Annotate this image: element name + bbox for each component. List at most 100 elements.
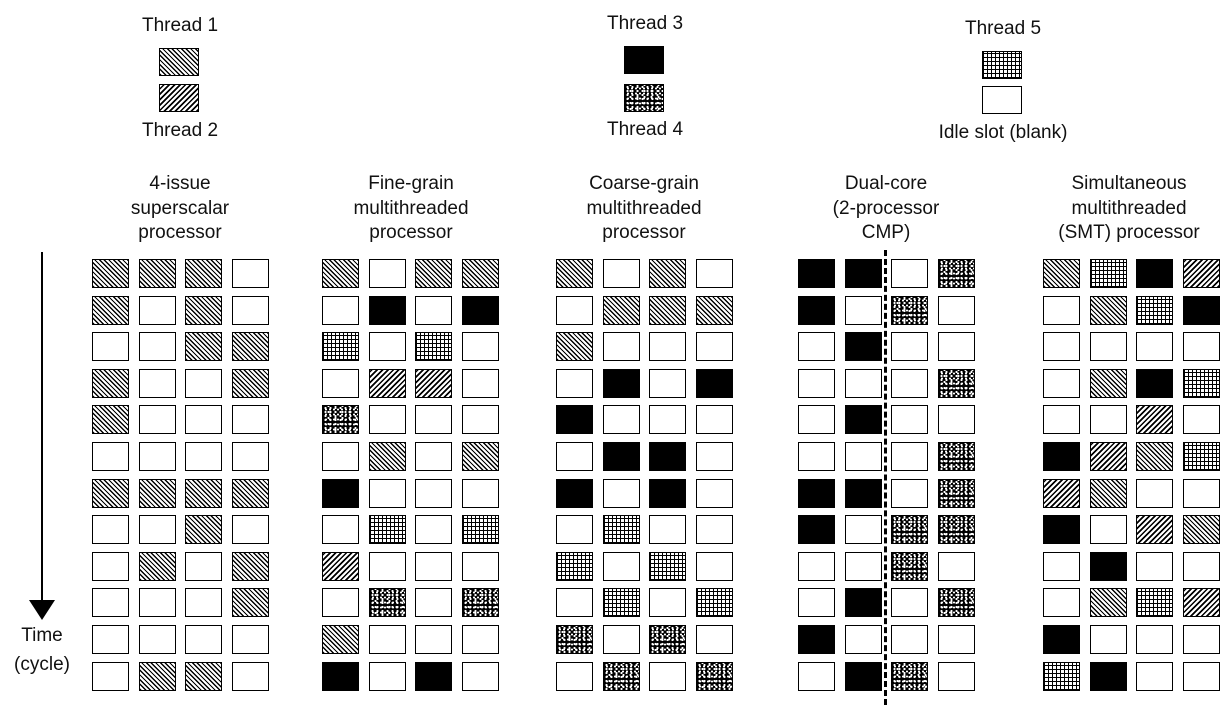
coarse-grain-slot-cycle2-slot1 xyxy=(556,295,593,325)
coarse-grain-slot-cycle4-slot4 xyxy=(695,368,733,398)
fine-grain-slot-cycle2-slot4 xyxy=(461,295,499,325)
superscalar-slot-cycle6-slot2 xyxy=(138,442,176,471)
dual-core-slot-cycle10-slot4 xyxy=(937,588,975,618)
coarse-grain-slot-cycle7-slot4 xyxy=(695,478,733,508)
fine-grain-slot-cycle2-slot2 xyxy=(368,295,406,325)
smt-slot-cycle3-slot4 xyxy=(1182,332,1220,362)
coarse-grain-slot-cycle5-slot3 xyxy=(649,405,686,435)
smt-slot-cycle3-slot1 xyxy=(1043,332,1080,362)
coarse-grain-slot-cycle8-slot2 xyxy=(602,515,640,545)
dual-core-slot-cycle3-slot1 xyxy=(798,332,835,362)
dual-core-slot-cycle7-slot4 xyxy=(937,478,975,508)
superscalar-slot-cycle10-slot3 xyxy=(185,588,222,618)
legend-thread2-label: Thread 2 xyxy=(141,120,219,141)
dual-core-slot-cycle9-slot3 xyxy=(891,551,928,581)
coarse-grain-slot-cycle6-slot4 xyxy=(695,442,733,471)
smt-slot-cycle8-slot1 xyxy=(1043,515,1080,545)
dual-core-slot-cycle6-slot4 xyxy=(937,442,975,471)
superscalar-slot-cycle2-slot4 xyxy=(231,295,269,325)
dual-core-slot-cycle6-slot1 xyxy=(798,442,835,471)
dual-core-slot-cycle2-slot3 xyxy=(891,295,928,325)
fine-grain-slot-cycle1-slot3 xyxy=(415,259,452,288)
fine-grain-slot-cycle1-slot1 xyxy=(322,259,359,288)
dual-core-slot-cycle8-slot2 xyxy=(844,515,882,545)
fine-grain-slot-cycle5-slot2 xyxy=(368,405,406,435)
superscalar-slot-cycle3-slot3 xyxy=(185,332,222,362)
superscalar-slot-cycle8-slot3 xyxy=(185,515,222,545)
fine-grain-slot-cycle7-slot3 xyxy=(415,478,452,508)
smt-slot-cycle3-slot2 xyxy=(1089,332,1127,362)
coarse-grain-slot-cycle6-slot3 xyxy=(649,442,686,471)
superscalar-slot-cycle12-slot3 xyxy=(185,661,222,691)
dual-core-slot-cycle6-slot3 xyxy=(891,442,928,471)
smt-slot-cycle12-slot1 xyxy=(1043,661,1080,691)
coarse-grain-slot-cycle12-slot2 xyxy=(602,661,640,691)
coarse-grain-slot-cycle8-slot3 xyxy=(649,515,686,545)
dual-core-slot-cycle11-slot1 xyxy=(798,625,835,654)
superscalar-slot-cycle3-slot1 xyxy=(92,332,129,362)
coarse-grain-slot-cycle9-slot3 xyxy=(649,551,686,581)
smt-slot-cycle9-slot3 xyxy=(1136,551,1173,581)
dual-core-slot-cycle1-slot4 xyxy=(937,259,975,288)
dual-core-slot-cycle7-slot3 xyxy=(891,478,928,508)
superscalar-slot-cycle10-slot4 xyxy=(231,588,269,618)
coarse-grain-slot-cycle7-slot1 xyxy=(556,478,593,508)
superscalar-slot-cycle9-slot2 xyxy=(138,551,176,581)
dual-core-slot-cycle5-slot4 xyxy=(937,405,975,435)
smt-slot-cycle2-slot3 xyxy=(1136,295,1173,325)
coarse-grain-slot-cycle7-slot3 xyxy=(649,478,686,508)
fine-grain-slot-cycle3-slot2 xyxy=(368,332,406,362)
fine-grain-slot-cycle9-slot1 xyxy=(322,551,359,581)
coarse-grain-slot-cycle1-slot1 xyxy=(556,259,593,288)
fine-grain-slot-cycle1-slot4 xyxy=(461,259,499,288)
cmp-core-divider xyxy=(884,250,887,705)
superscalar-slot-cycle7-slot3 xyxy=(185,478,222,508)
fine-grain-slot-cycle3-slot3 xyxy=(415,332,452,362)
fine-grain-slot-cycle11-slot1 xyxy=(322,625,359,654)
legend-thread4-label: Thread 4 xyxy=(606,119,684,140)
fine-grain-slot-cycle3-slot4 xyxy=(461,332,499,362)
time-axis-label-line2: (cycle) xyxy=(14,654,70,675)
smt-slot-cycle6-slot3 xyxy=(1136,442,1173,471)
smt-slot-cycle12-slot4 xyxy=(1182,661,1220,691)
time-axis-arrow-icon xyxy=(29,600,55,620)
superscalar-slot-cycle11-slot4 xyxy=(231,625,269,654)
coarse-grain-slot-cycle2-slot4 xyxy=(695,295,733,325)
fine-grain-slot-cycle6-slot2 xyxy=(368,442,406,471)
superscalar-slot-cycle9-slot1 xyxy=(92,551,129,581)
superscalar-slot-cycle5-slot4 xyxy=(231,405,269,435)
fine-grain-slot-cycle10-slot4 xyxy=(461,588,499,618)
dual-core-slot-cycle8-slot4 xyxy=(937,515,975,545)
smt-slot-cycle8-slot3 xyxy=(1136,515,1173,545)
panel-title-fine-grain: Fine-grain multithreaded processor xyxy=(353,173,469,243)
dual-core-slot-cycle8-slot1 xyxy=(798,515,835,545)
fine-grain-slot-cycle12-slot3 xyxy=(415,661,452,691)
dual-core-slot-cycle4-slot2 xyxy=(844,368,882,398)
fine-grain-slot-cycle8-slot1 xyxy=(322,515,359,545)
smt-slot-cycle9-slot4 xyxy=(1182,551,1220,581)
dual-core-slot-cycle3-slot2 xyxy=(844,332,882,362)
smt-slot-cycle1-slot1 xyxy=(1043,259,1080,288)
fine-grain-slot-cycle9-slot3 xyxy=(415,551,452,581)
coarse-grain-slot-cycle10-slot1 xyxy=(556,588,593,618)
superscalar-slot-cycle8-slot2 xyxy=(138,515,176,545)
superscalar-slot-cycle12-slot4 xyxy=(231,661,269,691)
smt-slot-cycle7-slot4 xyxy=(1182,478,1220,508)
fine-grain-slot-cycle8-slot2 xyxy=(368,515,406,545)
smt-slot-cycle7-slot3 xyxy=(1136,478,1173,508)
superscalar-slot-cycle2-slot1 xyxy=(92,295,129,325)
coarse-grain-slot-cycle9-slot1 xyxy=(556,551,593,581)
superscalar-slot-cycle3-slot2 xyxy=(138,332,176,362)
smt-slot-cycle5-slot4 xyxy=(1182,405,1220,435)
smt-slot-cycle2-slot1 xyxy=(1043,295,1080,325)
legend-thread2-swatch xyxy=(159,84,199,112)
coarse-grain-slot-cycle2-slot2 xyxy=(602,295,640,325)
superscalar-slot-cycle3-slot4 xyxy=(231,332,269,362)
smt-slot-cycle4-slot3 xyxy=(1136,368,1173,398)
superscalar-slot-cycle1-slot2 xyxy=(138,259,176,288)
fine-grain-slot-cycle4-slot2 xyxy=(368,368,406,398)
panel-title-smt: Simultaneous multithreaded (SMT) processor xyxy=(1058,173,1200,243)
smt-slot-cycle6-slot4 xyxy=(1182,442,1220,471)
dual-core-slot-cycle2-slot4 xyxy=(937,295,975,325)
fine-grain-slot-cycle7-slot1 xyxy=(322,478,359,508)
